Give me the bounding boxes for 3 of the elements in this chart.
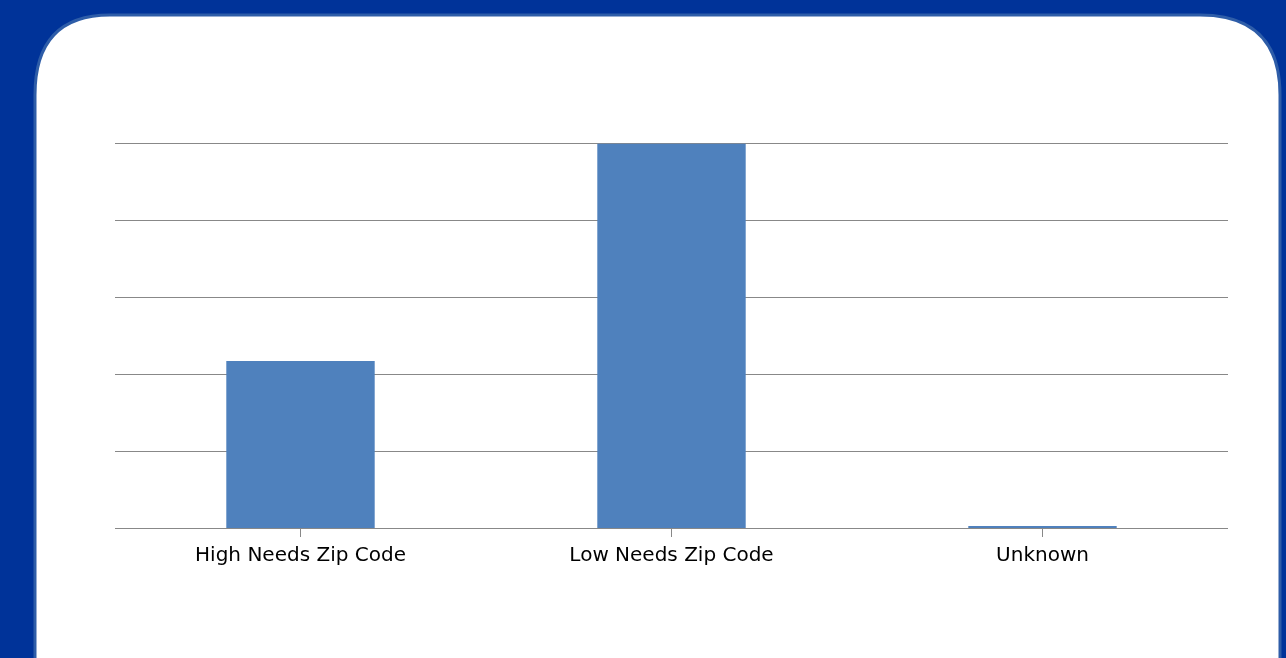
x-tick-label: Low Needs Zip Code <box>569 542 774 566</box>
x-tick-label: Unknown <box>996 542 1089 566</box>
x-tick-label: High Needs Zip Code <box>195 542 406 566</box>
